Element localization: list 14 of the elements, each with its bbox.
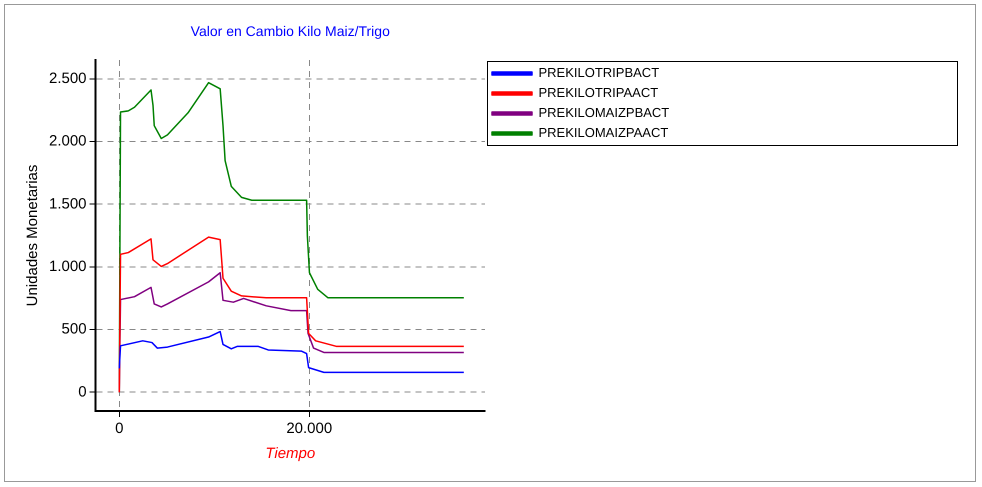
y-tick-label: 2.000	[48, 132, 87, 150]
chart-title: Valor en Cambio Kilo Maiz/Trigo	[190, 22, 390, 39]
x-axis-title: Tiempo	[265, 445, 316, 462]
y-tick-label: 0	[78, 383, 87, 400]
y-tick-label: 500	[62, 320, 87, 338]
legend-label: PREKILOMAIZPBACT	[538, 105, 670, 120]
y-tick-label: 1.500	[48, 195, 87, 212]
y-tick-label: 2.500	[48, 70, 87, 87]
legend-label: PREKILOMAIZPAACT	[538, 125, 668, 140]
legend-label: PREKILOTRIPAACT	[538, 85, 658, 100]
x-tick-label: 20.000	[286, 420, 332, 438]
legend-label: PREKILOTRIPBACT	[538, 65, 660, 80]
y-axis-title: Unidades Monetarias	[24, 164, 42, 306]
y-tick-label: 1.000	[48, 258, 87, 275]
